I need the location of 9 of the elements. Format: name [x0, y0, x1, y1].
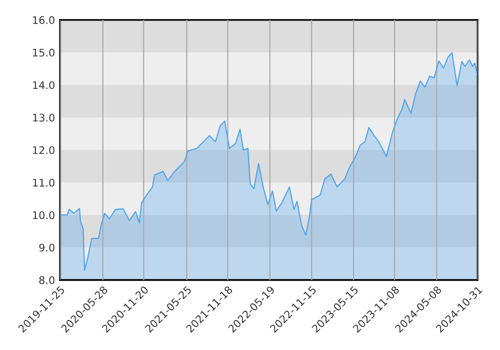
- y-tick-label: 13.0: [33, 114, 54, 122]
- y-tick-label: 9.0: [39, 244, 54, 252]
- y-tick-label: 12.0: [33, 146, 54, 154]
- y-tick-label: 14.0: [33, 81, 54, 90]
- y-tick-label: 10.0: [33, 211, 54, 220]
- y-tick-label: 16.0: [33, 16, 54, 24]
- y-tick-label: 11.0: [33, 178, 54, 187]
- y-tick-label: 15.0: [33, 48, 54, 57]
- y-tick-label: 8.0: [39, 276, 54, 284]
